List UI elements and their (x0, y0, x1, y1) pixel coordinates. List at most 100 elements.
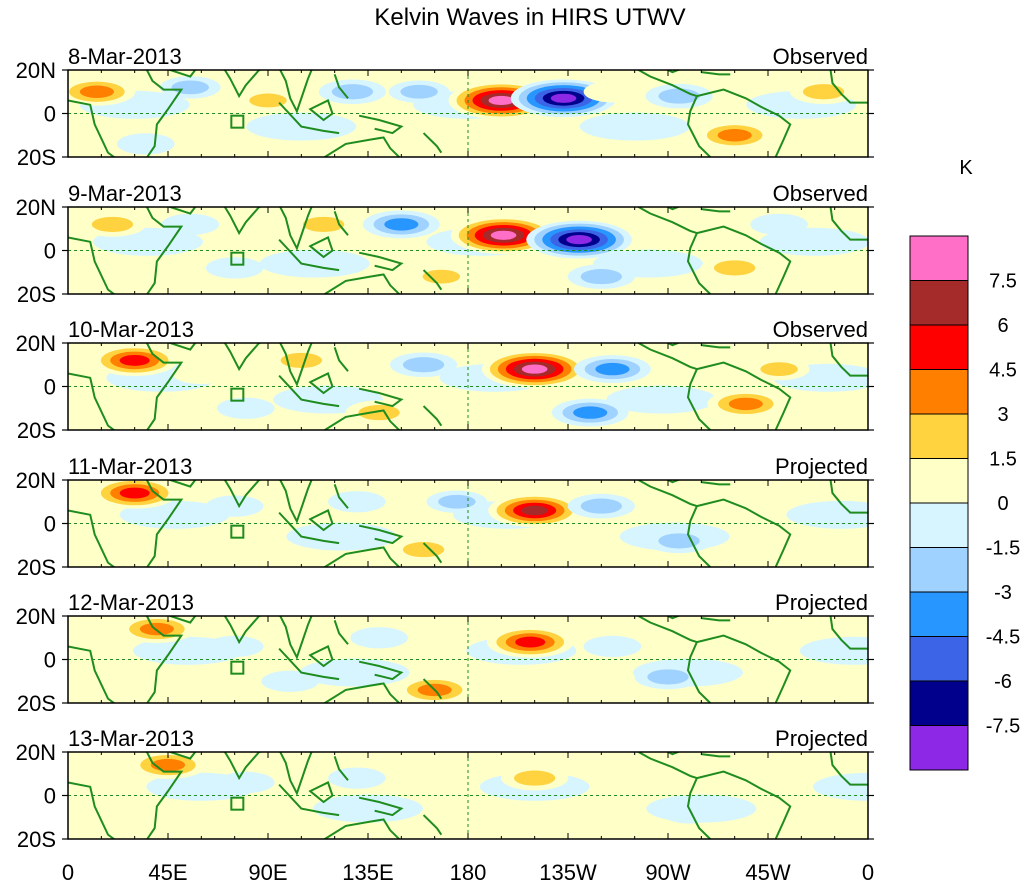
colorbar-swatch (909, 547, 969, 593)
colorbar-swatch (909, 680, 969, 726)
anomaly-contour (521, 505, 548, 516)
coastlines (68, 752, 868, 839)
y-tick-label: 20N (16, 331, 56, 356)
weak-anomaly-band (786, 500, 868, 529)
coastline (278, 238, 340, 272)
coastline (358, 660, 404, 681)
x-tick-label: 135E (342, 860, 393, 885)
panel-date: 13-Mar-2013 (68, 726, 194, 751)
anomaly-contour (402, 357, 445, 373)
y-tick-label: 20N (16, 604, 56, 629)
y-tick-label: 20N (16, 468, 56, 493)
coastline (422, 405, 443, 427)
panel-date: 10-Mar-2013 (68, 317, 194, 342)
colorbar-units-label: K (959, 157, 973, 179)
coastline (223, 480, 264, 509)
coastline (279, 343, 313, 387)
anomaly-contour (328, 491, 386, 513)
coastline (279, 207, 313, 251)
boxed-region (230, 114, 245, 129)
y-tick-label: 20S (17, 555, 56, 580)
x-tick-label: 45E (148, 860, 187, 885)
coastline (68, 645, 116, 703)
panel-status-label: Projected (775, 454, 868, 479)
coastline (636, 343, 698, 371)
anomaly-contour (550, 534, 608, 556)
anomaly-contour (358, 405, 400, 421)
anomaly-contour (205, 495, 264, 517)
coastline (145, 207, 184, 294)
coastline (665, 616, 681, 620)
anomaly-contour (583, 81, 642, 103)
coastline (636, 480, 698, 508)
coastline (322, 273, 401, 294)
coastline (145, 343, 184, 430)
anomaly-contour (119, 487, 150, 499)
anomaly-contour (717, 129, 752, 142)
anomaly-contour (328, 767, 386, 789)
coastline (322, 409, 401, 430)
colorbar-swatch (909, 502, 969, 548)
anomaly-contour (488, 95, 515, 106)
anomaly-contour (573, 406, 608, 419)
anomaly-field (91, 480, 868, 562)
weak-anomaly-band (759, 227, 868, 256)
coastline (145, 480, 184, 567)
panel-date: 9-Mar-2013 (68, 181, 182, 206)
panel-status-label: Projected (775, 726, 868, 751)
coastline (636, 616, 698, 644)
coastline (829, 207, 868, 241)
coastline (829, 752, 868, 786)
anomaly-contour (91, 216, 134, 232)
colorbar-swatch (909, 458, 969, 504)
anomaly-contour (521, 364, 548, 374)
x-tick-label: 90W (645, 860, 690, 885)
weak-anomaly-band (313, 794, 423, 823)
coastline (665, 70, 681, 74)
panel-status-label: Observed (773, 181, 868, 206)
coastline (223, 70, 264, 99)
coastline (322, 546, 401, 567)
colorbar-level-label: -6 (994, 671, 1012, 693)
y-tick-label: 20N (16, 740, 56, 765)
coastline (333, 211, 349, 236)
anomaly-contour (802, 84, 845, 100)
x-tick-label: 180 (450, 860, 487, 885)
y-tick-label: 20S (17, 418, 56, 443)
coastlines (68, 480, 868, 567)
coastline (829, 480, 868, 514)
coastline (278, 647, 340, 681)
coastline (701, 481, 731, 486)
coastline (422, 678, 443, 700)
y-tick-label: 20S (17, 282, 56, 307)
y-tick-label: 20S (17, 827, 56, 852)
y-tick-label: 0 (44, 239, 56, 264)
colorbar-level-label: 0 (997, 493, 1008, 515)
anomaly-contour (647, 669, 689, 685)
coastline (278, 783, 340, 817)
anomaly-field (68, 76, 858, 157)
anomaly-contour (331, 84, 374, 100)
y-tick-label: 0 (44, 102, 56, 127)
coastline (665, 207, 681, 211)
anomaly-contour (550, 93, 577, 103)
y-tick-label: 20N (16, 195, 56, 220)
coastline (279, 480, 313, 524)
coastline (322, 818, 401, 839)
coastline (696, 770, 792, 839)
coastlines (68, 616, 868, 703)
coastline (696, 225, 792, 294)
coastline (333, 347, 349, 372)
panel-date: 12-Mar-2013 (68, 590, 194, 615)
weak-anomaly-band (286, 522, 397, 551)
coastline (422, 269, 443, 291)
anomaly-contour (194, 135, 253, 157)
anomaly-contour (400, 84, 438, 99)
anomaly-contour (249, 93, 287, 108)
anomaly-contour (422, 269, 461, 284)
anomaly-contour (750, 213, 808, 236)
anomaly-contour (384, 218, 419, 231)
panel-date: 11-Mar-2013 (68, 454, 192, 479)
colorbar-level-label: -1.5 (986, 538, 1020, 560)
colorbar-swatch (909, 324, 969, 370)
